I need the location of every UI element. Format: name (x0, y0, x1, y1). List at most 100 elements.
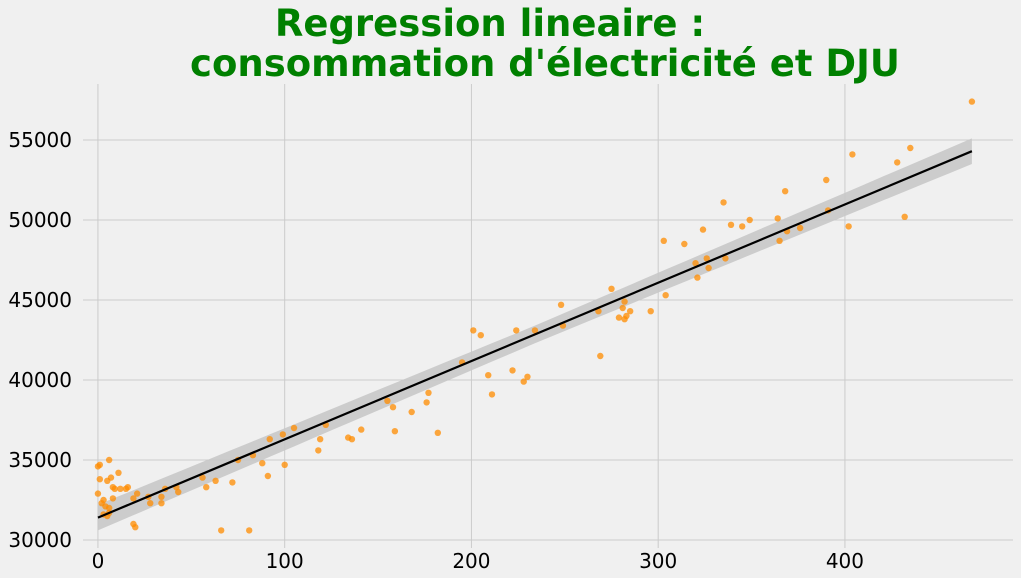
data-point (266, 436, 273, 443)
data-point (597, 352, 604, 360)
data-point (434, 429, 442, 436)
data-point (722, 255, 729, 262)
data-point (703, 255, 710, 262)
data-point (212, 477, 219, 484)
data-point (100, 496, 107, 504)
data-point (158, 493, 165, 500)
data-point (259, 460, 266, 467)
data-point (133, 490, 141, 497)
data-point (823, 176, 830, 184)
data-point (175, 488, 182, 496)
data-point (391, 428, 399, 435)
x-tick-label: 300 (639, 549, 677, 573)
data-point (408, 408, 415, 416)
data-point (423, 399, 430, 406)
data-point (132, 524, 139, 531)
data-point (217, 527, 225, 534)
y-tick-label: 55000 (8, 128, 72, 152)
data-point (692, 260, 699, 267)
data-point (488, 391, 496, 398)
data-point (557, 301, 565, 308)
data-point (619, 304, 626, 312)
data-point (524, 373, 531, 380)
data-point (105, 456, 113, 464)
data-point (147, 500, 154, 507)
data-point (485, 372, 492, 379)
x-tick-label: 0 (92, 549, 105, 573)
regression-line-group (97, 150, 973, 519)
data-point (720, 199, 727, 206)
regression-line (97, 150, 973, 519)
data-point (96, 461, 104, 468)
data-point (681, 240, 688, 248)
data-point (660, 237, 667, 244)
data-point (229, 479, 236, 486)
data-point (246, 527, 253, 534)
y-tick-labels: 30000 35000 40000 45000 50000 55000 (8, 128, 72, 552)
data-point (348, 436, 356, 443)
data-point (109, 495, 117, 502)
data-point (316, 436, 324, 443)
data-point (901, 213, 908, 220)
data-point (796, 224, 804, 232)
data-point (623, 312, 630, 320)
data-point (105, 504, 113, 512)
y-tick-label: 35000 (8, 448, 72, 472)
data-point (281, 461, 288, 468)
data-point (647, 308, 654, 315)
data-point (130, 495, 137, 502)
data-point (531, 327, 539, 334)
data-point (621, 298, 628, 305)
data-point (615, 314, 623, 321)
data-point (746, 216, 753, 224)
y-tick-label: 50000 (8, 208, 72, 232)
y-tick-label: 45000 (8, 288, 72, 312)
data-point (315, 447, 322, 454)
data-point (115, 469, 122, 476)
data-point (199, 474, 206, 481)
data-points (94, 98, 976, 534)
data-point (739, 223, 746, 230)
data-point (626, 308, 634, 315)
data-point (699, 226, 707, 233)
data-point (290, 424, 298, 432)
data-point (781, 188, 789, 195)
data-point (117, 485, 124, 492)
data-point (264, 472, 272, 480)
data-point (384, 397, 391, 404)
data-point (694, 274, 701, 281)
x-tick-label: 400 (826, 549, 864, 573)
x-tick-label: 200 (452, 549, 490, 573)
data-point (907, 144, 914, 152)
data-point (727, 221, 735, 228)
data-point (279, 431, 287, 438)
data-point (849, 151, 856, 158)
data-point (158, 500, 165, 507)
data-point (470, 327, 477, 334)
data-point (608, 285, 615, 292)
data-point (705, 264, 712, 272)
y-tick-label: 40000 (8, 368, 72, 392)
data-point (513, 327, 520, 334)
y-tick-label: 30000 (8, 528, 72, 552)
data-point (425, 389, 432, 396)
data-point (894, 159, 901, 166)
data-point (203, 484, 210, 491)
data-point (776, 237, 783, 244)
data-point (96, 476, 104, 483)
data-point (520, 378, 527, 385)
chart-title-line-2: consommation d'électricité et DJU (190, 42, 900, 85)
data-point (968, 98, 976, 105)
data-point (774, 215, 781, 222)
data-point (107, 474, 115, 481)
data-point (662, 292, 669, 299)
data-point (124, 484, 132, 491)
data-point (94, 490, 102, 497)
data-point (845, 223, 852, 230)
x-tick-label: 100 (266, 549, 304, 573)
x-tick-labels: 0 100 200 300 400 (92, 549, 864, 573)
data-point (477, 332, 484, 339)
data-point (111, 485, 118, 492)
data-point (389, 404, 397, 411)
